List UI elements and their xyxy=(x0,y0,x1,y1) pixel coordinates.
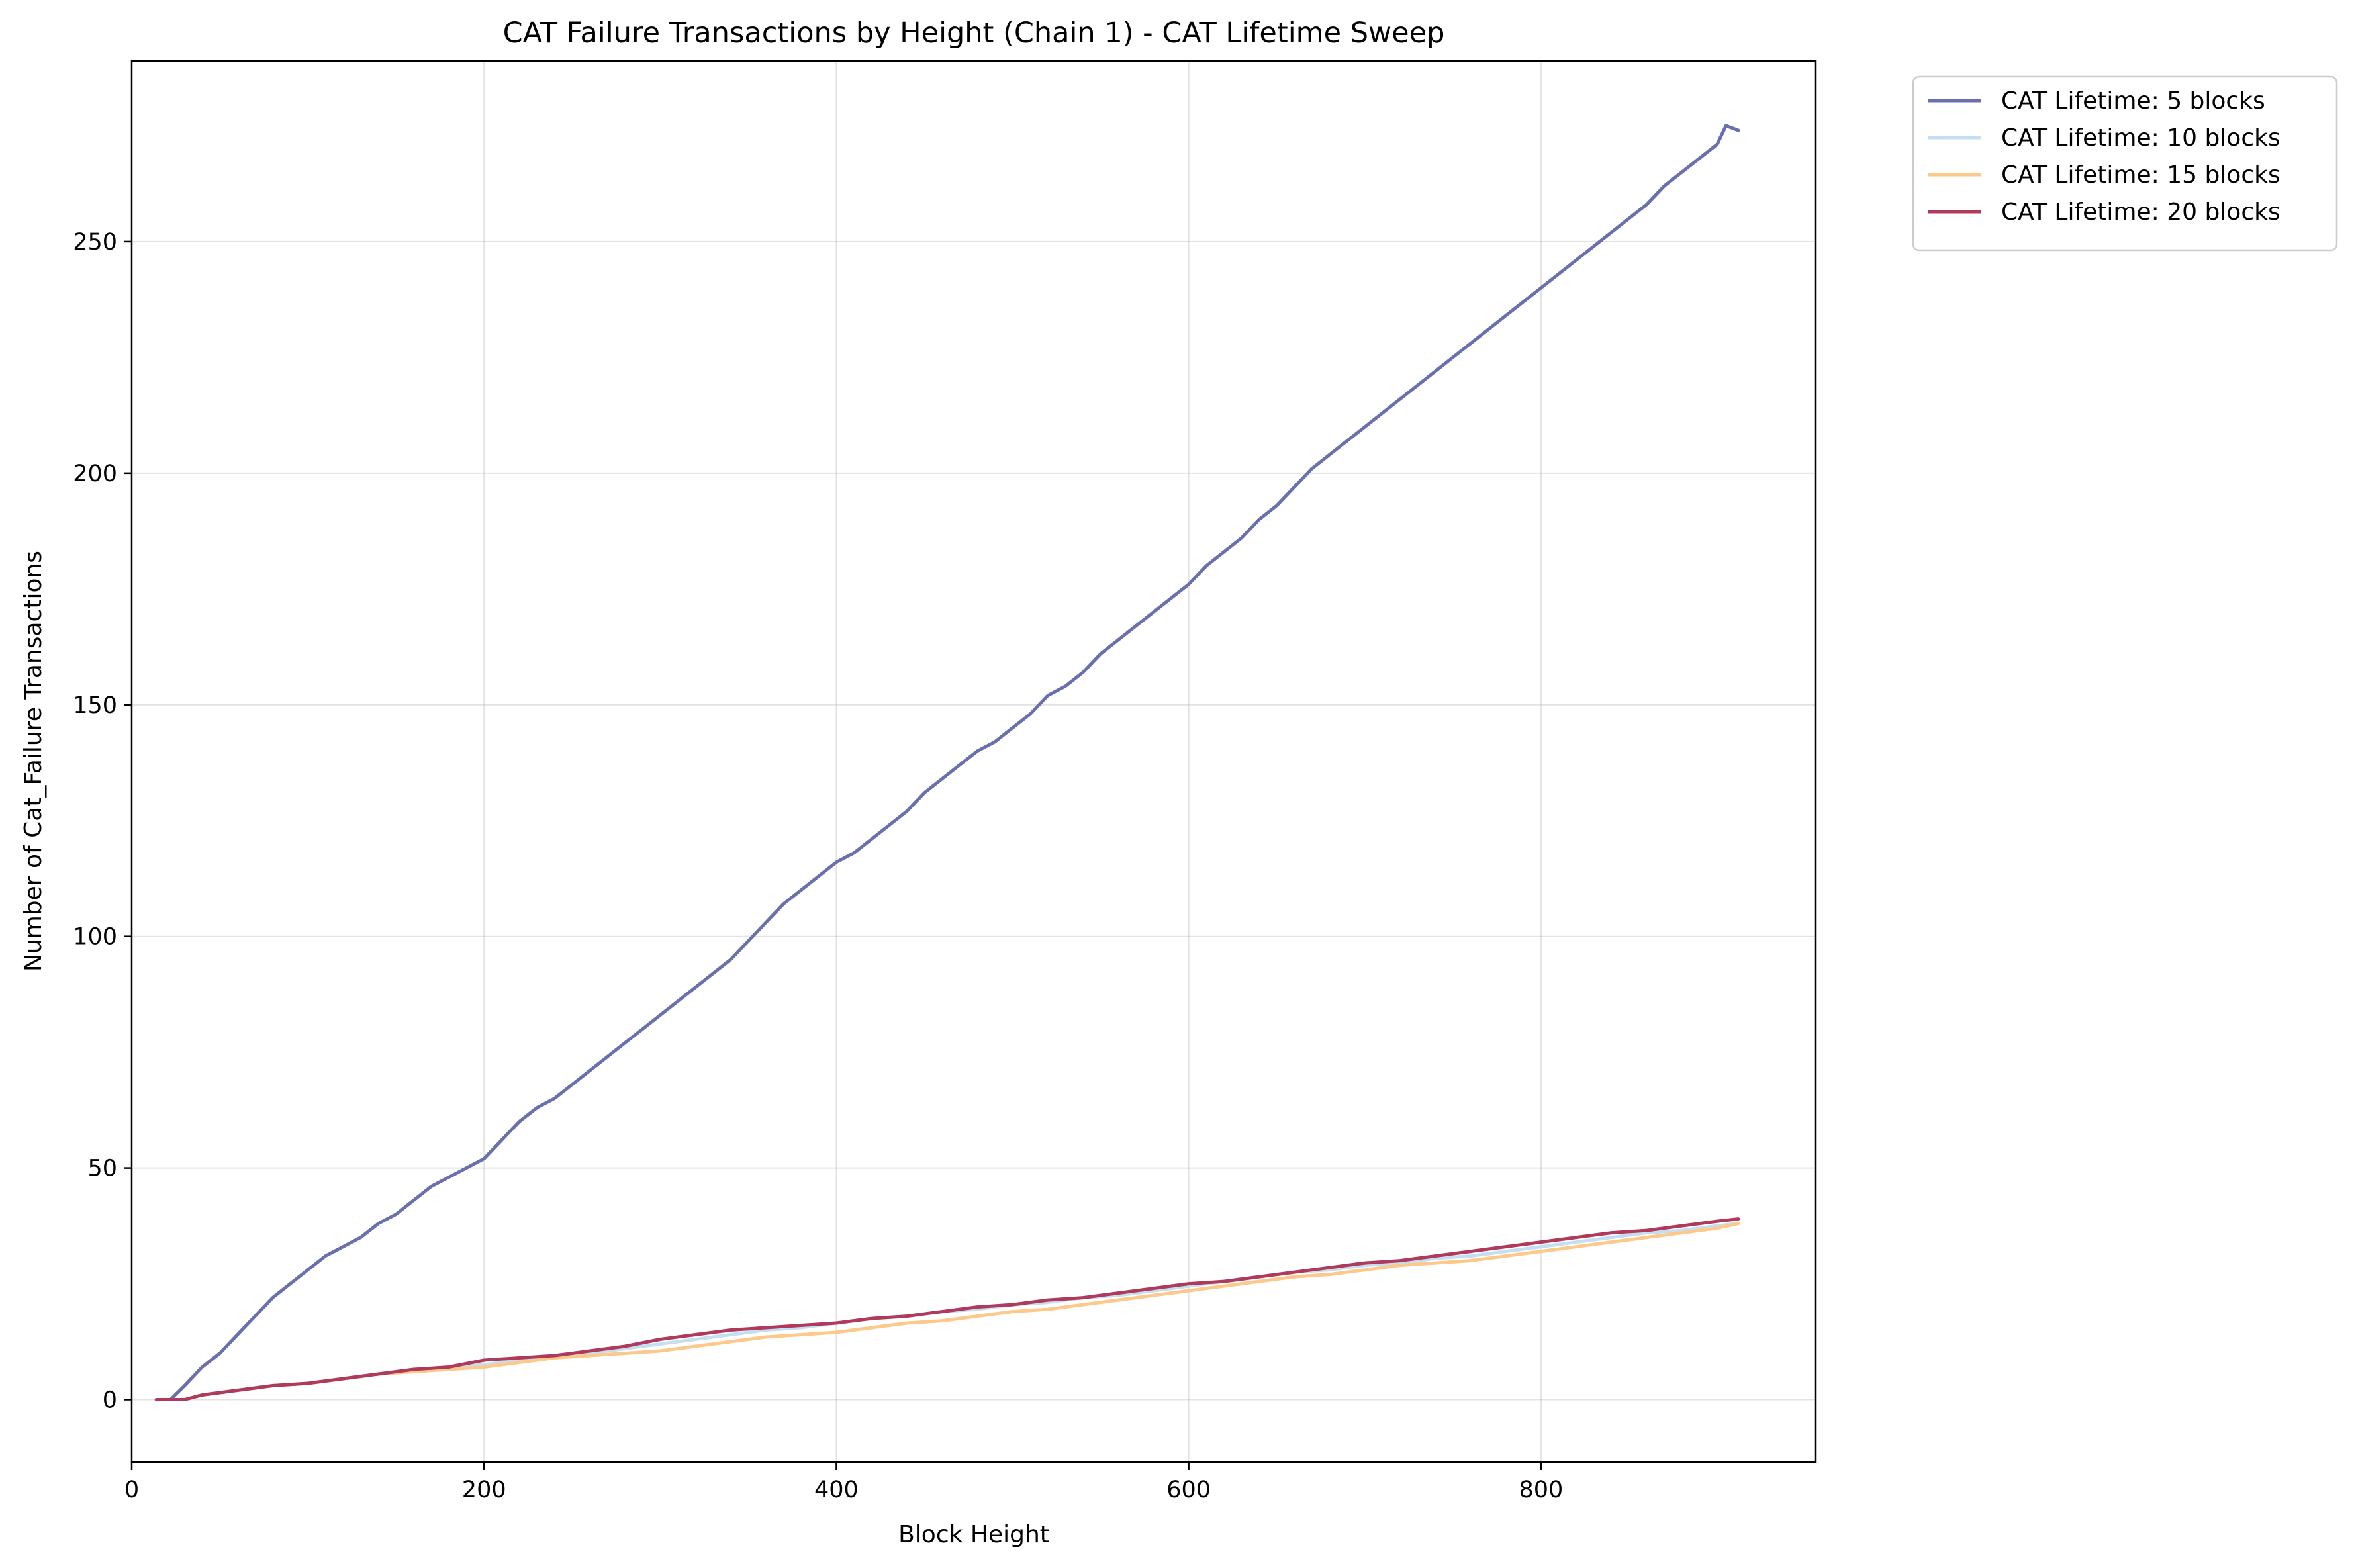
y-tick-label: 0 xyxy=(103,1387,117,1414)
y-axis-ticks: 0 50 100 150 200 250 xyxy=(73,229,132,1414)
legend: CAT Lifetime: 5 blocks CAT Lifetime: 10 b… xyxy=(1912,75,2338,252)
series-lines xyxy=(154,124,1740,1401)
series-line-4 xyxy=(154,1217,1740,1401)
grid xyxy=(131,61,1816,1462)
chart-title: CAT Failure Transactions by Height (Chai… xyxy=(503,17,1445,50)
legend-entry-label: CAT Lifetime: 5 blocks xyxy=(2001,87,2265,115)
legend-entry-label: CAT Lifetime: 20 blocks xyxy=(2001,199,2281,226)
x-tick-label: 200 xyxy=(462,1477,506,1503)
legend-box xyxy=(1912,75,2338,252)
y-tick-label: 150 xyxy=(73,692,117,719)
x-tick-label: 0 xyxy=(124,1477,139,1503)
series-line-1 xyxy=(154,124,1740,1401)
legend-entry-label: CAT Lifetime: 15 blocks xyxy=(2001,161,2281,189)
y-axis-label: Number of Cat_Failure Transactions xyxy=(20,551,47,972)
y-tick-label: 200 xyxy=(73,461,117,487)
y-tick-label: 100 xyxy=(73,924,117,950)
y-tick-label: 50 xyxy=(87,1156,117,1182)
x-axis-ticks: 0 200 400 600 800 xyxy=(124,1462,1563,1503)
x-axis-label: Block Height xyxy=(898,1521,1049,1548)
y-tick-label: 250 xyxy=(73,229,117,255)
x-tick-label: 800 xyxy=(1519,1477,1563,1503)
x-tick-label: 400 xyxy=(814,1477,859,1503)
x-tick-label: 600 xyxy=(1166,1477,1211,1503)
plot-frame xyxy=(130,60,1817,1463)
legend-entry-label: CAT Lifetime: 10 blocks xyxy=(2001,124,2281,152)
